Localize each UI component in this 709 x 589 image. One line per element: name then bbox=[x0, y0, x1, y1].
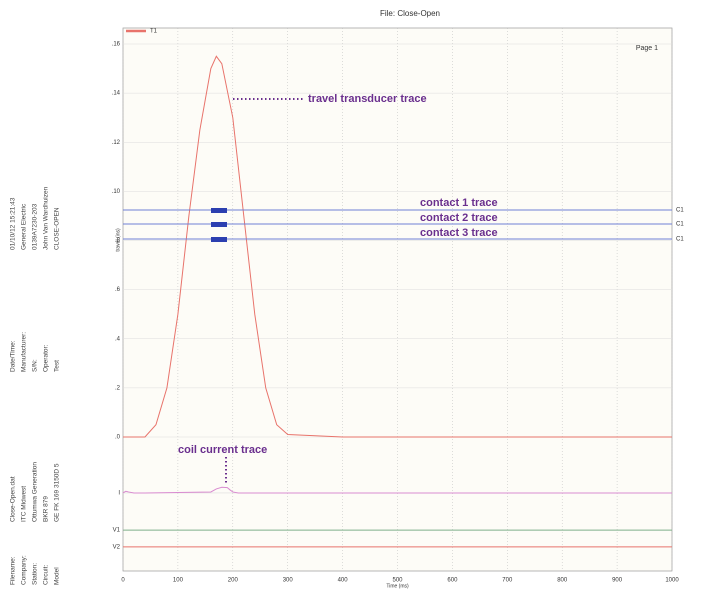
x-tick-label: 900 bbox=[612, 578, 623, 584]
x-tick-label: 300 bbox=[283, 578, 294, 584]
contact-label: C1 bbox=[676, 237, 684, 243]
trace bbox=[122, 486, 672, 494]
x-tick-label: 600 bbox=[447, 578, 458, 584]
legend-label: T1 bbox=[150, 29, 158, 35]
x-tick-label: 0 bbox=[121, 578, 125, 584]
info-label: Model bbox=[54, 567, 61, 585]
annotation: travel transducer trace bbox=[308, 93, 427, 105]
y-tick-label: V1 bbox=[113, 528, 121, 534]
y-tick-label: .6 bbox=[115, 287, 121, 293]
trace bbox=[123, 55, 672, 438]
contact-marker bbox=[211, 222, 227, 227]
info-label: Operator: bbox=[43, 344, 50, 372]
info-label: Company: bbox=[21, 555, 28, 585]
info-label: Date/Time: bbox=[10, 340, 17, 372]
y-tick-label: .0 bbox=[115, 435, 121, 441]
y-tick-label: .12 bbox=[112, 140, 121, 146]
sidebar: Date/Time: Manufacturer: S/N: Operator: Test… bbox=[10, 186, 61, 585]
info-value: 0139A7230-203 bbox=[32, 203, 39, 250]
contact-label: C1 bbox=[676, 222, 684, 228]
y-tick-label: .4 bbox=[115, 336, 121, 342]
info-label: S/N: bbox=[32, 359, 39, 372]
y-tick-label: .10 bbox=[112, 189, 121, 195]
y-tick-label: .16 bbox=[112, 42, 121, 48]
contact-label: C1 bbox=[676, 208, 684, 214]
info-value: CLOSE-OPEN bbox=[54, 207, 61, 250]
annotation: coil current trace bbox=[178, 444, 267, 456]
annotation: contact 1 trace bbox=[420, 197, 498, 209]
x-tick-label: 700 bbox=[502, 578, 513, 584]
info-value: BKR 879 bbox=[43, 496, 50, 522]
info-label: Station: bbox=[32, 563, 39, 585]
x-tick-label: 500 bbox=[392, 578, 403, 584]
y-tick-label: .2 bbox=[115, 385, 121, 391]
y-tick-label: V2 bbox=[113, 544, 121, 550]
x-tick-label: 200 bbox=[228, 578, 239, 584]
y-tick-label: .8 bbox=[115, 238, 121, 244]
chart-title: File: Close-Open bbox=[380, 9, 440, 18]
contact-marker bbox=[211, 237, 227, 242]
x-tick-label: 800 bbox=[557, 578, 568, 584]
info-value: General Electric bbox=[21, 203, 28, 250]
page-label: Page 1 bbox=[636, 45, 658, 52]
info-value: John Van Wardhuizen bbox=[43, 186, 50, 250]
info-label: Circuit: bbox=[43, 565, 50, 585]
info-value: GE FK 169 3150D 5 bbox=[54, 463, 61, 522]
y-tick-label: .14 bbox=[112, 91, 121, 97]
contact-marker bbox=[211, 208, 227, 213]
info-value: Close-Open.dat bbox=[10, 476, 17, 522]
info-value: Ottumwa Generation bbox=[32, 462, 39, 522]
info-label: Test bbox=[54, 360, 61, 372]
annotation: contact 2 trace bbox=[420, 212, 498, 224]
annotation: contact 3 trace bbox=[420, 227, 498, 239]
y-axis-label: travel (ins) bbox=[115, 228, 121, 252]
info-label: Manufacturer: bbox=[21, 332, 28, 372]
x-tick-label: 100 bbox=[173, 578, 184, 584]
info-label: Filename: bbox=[10, 556, 17, 585]
x-axis-label: Time (ms) bbox=[386, 583, 409, 589]
info-value: ITC Midwest bbox=[21, 486, 28, 522]
x-tick-label: 400 bbox=[338, 578, 349, 584]
info-value: 01/10/12 15:21:43 bbox=[10, 197, 17, 250]
x-tick-label: 1000 bbox=[665, 578, 679, 584]
y-tick-label: I bbox=[118, 491, 120, 497]
